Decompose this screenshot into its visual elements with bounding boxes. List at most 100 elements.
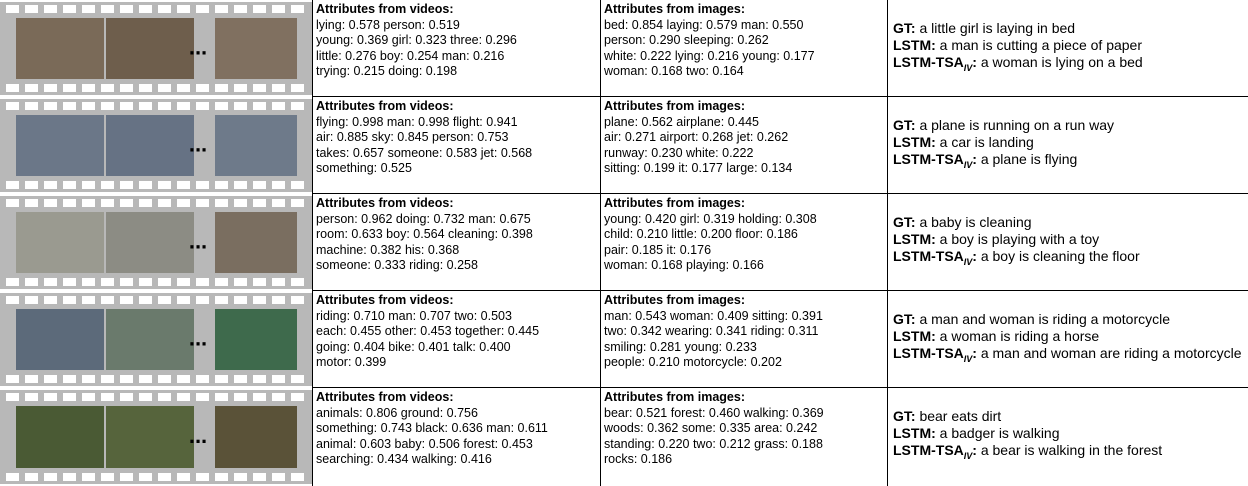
film-part: [291, 199, 304, 207]
film-part: [158, 102, 171, 110]
film-part: [139, 393, 152, 401]
film-part: [272, 181, 285, 189]
film-part: [6, 296, 19, 304]
attribute-line: going: 0.404 bike: 0.401 talk: 0.400: [316, 339, 511, 354]
attribute-line: people: 0.210 motorcycle: 0.202: [604, 355, 782, 369]
film-part: [120, 5, 133, 13]
attribute-line: bed: 0.854 laying: 0.579 man: 0.550: [604, 17, 804, 32]
film-part: [291, 375, 304, 383]
tsa-subscript: IV: [963, 256, 973, 267]
attribute-cell: Attributes from images: young: 0.420 girl…: [601, 194, 887, 290]
film-strip: ...: [0, 390, 312, 484]
film-part: [215, 212, 297, 273]
tsa-text: a woman is lying on a bed: [980, 53, 1143, 70]
tsa-colon: :: [972, 53, 977, 70]
column-rule: [887, 0, 888, 486]
film-part: [120, 181, 133, 189]
attribute-line: something: 0.743 black: 0.636 man: 0.611: [316, 421, 548, 435]
attribute-line: young: 0.369 girl: 0.323 three: 0.296: [316, 33, 517, 47]
film-part: [253, 473, 266, 481]
film-part: [25, 375, 38, 383]
tsa-subscript: IV: [963, 353, 973, 364]
attribute-line: runway: 0.230 white: 0.222: [604, 145, 754, 160]
film-part: [63, 393, 76, 401]
attribute-line: machine: 0.382 his: 0.368: [316, 242, 460, 257]
gt-caption: GT: bear eats dirt: [893, 408, 1248, 425]
film-part: [196, 375, 209, 383]
attribute-line: someone: 0.333 riding: 0.258: [316, 258, 478, 272]
tsa-label: LSTM-TSAIV:: [893, 53, 977, 73]
film-part: [82, 278, 95, 286]
tsa-subscript: IV: [963, 62, 973, 73]
film-part: [82, 84, 95, 92]
attribute-line: woman: 0.168 two: 0.164: [604, 64, 744, 78]
film-part: [25, 296, 38, 304]
attribute-line: pair: 0.185 it: 0.176: [604, 242, 712, 257]
film-part: [139, 84, 152, 92]
gt-caption: GT: a plane is running on a run way: [893, 117, 1248, 134]
gt-text: a little girl is laying in bed: [919, 19, 1076, 36]
film-part: [101, 84, 114, 92]
tsa-text: a boy is cleaning the floor: [980, 247, 1140, 264]
attribute-line: air: 0.885 sky: 0.845 person: 0.753: [316, 130, 509, 144]
tsa-label: LSTM-TSAIV:: [893, 442, 977, 461]
gt-label: GT:: [893, 19, 916, 36]
film-part: [253, 84, 266, 92]
film-part: [234, 375, 247, 383]
film-part: [63, 102, 76, 110]
film-part: [101, 296, 114, 304]
attribute-cell: Attributes from videos: person: 0.962 doi…: [313, 194, 600, 290]
film-part: [215, 5, 228, 13]
film-part: [234, 473, 247, 481]
tsa-caption: LSTM-TSAIV: a plane is flying: [893, 151, 1248, 174]
gt-caption: GT: a baby is cleaning: [893, 214, 1248, 231]
film-strip: ...: [0, 293, 312, 386]
film-part: [158, 296, 171, 304]
film-part: [177, 296, 190, 304]
film-part: [6, 473, 19, 481]
film-part: [272, 375, 285, 383]
attribute-heading: Attributes from videos:: [316, 196, 454, 210]
attribute-line: bear: 0.521 forest: 0.460 walking: 0.369: [604, 405, 824, 420]
film-part: [6, 181, 19, 189]
film-part: [196, 473, 209, 481]
ellipsis: ...: [189, 229, 207, 254]
gt-label: GT:: [893, 116, 916, 133]
film-part: [25, 181, 38, 189]
tsa-text: a man and woman are riding a motorcycle: [980, 344, 1242, 361]
caption-cell: GT: bear eats dirt LSTM: a badger is walk…: [888, 388, 1248, 485]
film-part: [82, 473, 95, 481]
lstm-label: LSTM:: [893, 230, 936, 247]
film-part: [291, 393, 304, 401]
lstm-caption: LSTM: a woman is riding a horse: [893, 328, 1248, 345]
film-part: [106, 115, 194, 176]
film-part: [177, 84, 190, 92]
film-part: [63, 84, 76, 92]
film-part: [44, 199, 57, 207]
film-part: [196, 5, 209, 13]
film-part: [44, 375, 57, 383]
attribute-line: air: 0.271 airport: 0.268 jet: 0.262: [604, 130, 789, 144]
film-part: [120, 393, 133, 401]
film-part: [6, 393, 19, 401]
tsa-name: LSTM-TSA: [893, 150, 964, 167]
film-part: [196, 84, 209, 92]
film-part: [101, 102, 114, 110]
film-part: [6, 102, 19, 110]
attribute-line: child: 0.210 little: 0.200 floor: 0.186: [604, 227, 798, 241]
attribute-line: man: 0.543 woman: 0.409 sitting: 0.391: [604, 308, 823, 323]
gt-text: bear eats dirt: [919, 408, 1002, 425]
film-part: [234, 84, 247, 92]
film-part: [177, 102, 190, 110]
film-part: [44, 278, 57, 286]
film-part: [158, 84, 171, 92]
film-part: [196, 181, 209, 189]
attribute-cell: Attributes from images: plane: 0.562 airp…: [601, 97, 887, 193]
attribute-heading: Attributes from videos:: [316, 390, 454, 404]
film-part: [215, 115, 297, 176]
film-part: [291, 278, 304, 286]
film-part: [120, 473, 133, 481]
film-part: [44, 5, 57, 13]
film-part: [106, 18, 194, 79]
film-part: [25, 102, 38, 110]
